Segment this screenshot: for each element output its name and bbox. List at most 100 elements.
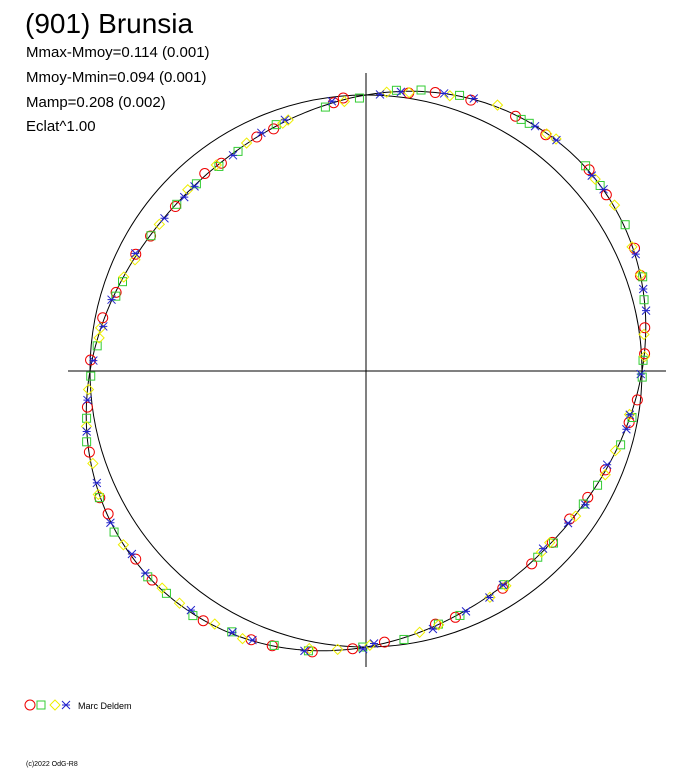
marker — [82, 427, 92, 436]
marker — [92, 478, 102, 488]
marker — [639, 322, 651, 334]
marker — [160, 213, 169, 223]
marker — [117, 277, 127, 287]
marker — [130, 553, 142, 565]
marker — [638, 284, 648, 294]
marker — [589, 173, 601, 185]
marker — [391, 85, 401, 95]
marker — [282, 114, 294, 126]
marker — [549, 538, 559, 548]
marker — [358, 644, 368, 654]
marker — [338, 95, 351, 108]
title: (901) Brunsia — [25, 8, 194, 39]
marker — [146, 231, 156, 241]
marker — [581, 500, 590, 510]
footer: (c)2022 OdG-R8 — [26, 761, 78, 768]
marker — [182, 184, 194, 196]
marker — [82, 437, 92, 447]
marker — [599, 469, 611, 481]
marker — [190, 181, 199, 191]
marker — [82, 383, 95, 396]
marker — [271, 120, 281, 130]
marker — [439, 89, 449, 98]
marker — [369, 639, 379, 648]
marker — [83, 446, 95, 458]
marker — [228, 150, 238, 160]
marker — [233, 146, 243, 156]
legend-symbol — [24, 699, 36, 711]
marker — [563, 518, 573, 528]
marker — [172, 199, 182, 209]
marker — [140, 568, 150, 578]
marker — [587, 171, 597, 180]
curve-group — [80, 85, 651, 658]
marker — [626, 241, 638, 253]
marker — [256, 128, 266, 138]
marker — [240, 137, 253, 149]
marker — [89, 356, 98, 365]
marker — [228, 627, 237, 637]
marker — [634, 269, 647, 281]
marker — [413, 626, 426, 638]
marker — [428, 624, 438, 634]
marker — [98, 322, 108, 331]
marker — [641, 306, 651, 315]
marker — [320, 102, 330, 112]
marker — [117, 539, 130, 551]
marker — [403, 86, 415, 99]
marker — [156, 582, 168, 594]
marker — [552, 135, 561, 145]
legend-label: Marc Deldem — [78, 701, 132, 711]
marker — [266, 640, 278, 652]
marker — [569, 510, 582, 522]
legend-symbol — [61, 700, 71, 710]
legend: Marc Deldem — [24, 699, 132, 711]
marker — [444, 90, 456, 102]
marker — [347, 643, 359, 655]
marker — [92, 341, 102, 351]
marker — [526, 558, 538, 570]
marker — [94, 492, 106, 504]
marker — [118, 271, 130, 283]
marker — [215, 157, 227, 169]
marker — [396, 87, 406, 97]
marker — [130, 248, 142, 260]
marker — [109, 527, 119, 537]
marker — [81, 401, 93, 413]
stat-line: Mamp=0.208 (0.002) — [26, 94, 166, 111]
marker — [609, 444, 622, 457]
marker — [85, 354, 97, 366]
marker — [102, 508, 114, 520]
marker — [631, 249, 641, 259]
marker — [622, 424, 631, 434]
marker — [461, 607, 471, 616]
marker — [130, 249, 140, 258]
marker — [94, 493, 104, 503]
marker — [578, 499, 588, 509]
stat-line: Mmax-Mmoy=0.114 (0.001) — [26, 44, 210, 61]
marker — [92, 488, 104, 501]
marker — [599, 184, 608, 194]
marker — [179, 192, 189, 202]
marker — [639, 348, 651, 360]
marker — [199, 167, 211, 179]
marker — [399, 634, 409, 644]
marker — [602, 460, 612, 470]
marker — [375, 90, 385, 99]
marker — [498, 580, 508, 590]
marker — [106, 518, 115, 528]
marker — [540, 128, 553, 140]
marker — [209, 618, 221, 630]
marker — [87, 457, 99, 470]
marker — [530, 121, 540, 131]
marker — [337, 92, 349, 104]
marker — [538, 544, 548, 553]
marker — [248, 635, 257, 645]
marker — [186, 605, 196, 615]
marker — [484, 591, 496, 604]
marker — [638, 328, 650, 341]
marker — [625, 410, 635, 420]
marker — [416, 85, 426, 95]
marker — [107, 295, 116, 305]
